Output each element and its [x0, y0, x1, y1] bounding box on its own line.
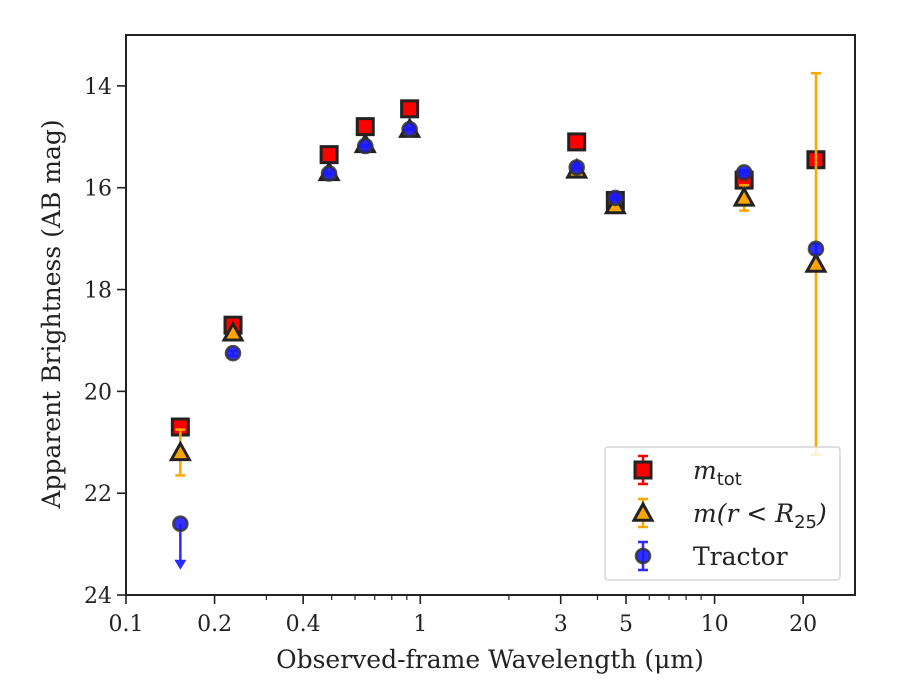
series-triangle	[168, 71, 828, 477]
legend-entry: mtot	[633, 454, 742, 490]
y-axis-title: Apparent Brightness (AB mag)	[37, 119, 66, 509]
data-point	[568, 159, 586, 176]
data-point	[732, 185, 756, 207]
y-tick-label: 18	[84, 279, 112, 304]
series-square	[170, 99, 826, 437]
plot-area	[168, 71, 828, 570]
x-tick-label: 1	[413, 612, 427, 637]
y-tick-label: 24	[84, 584, 112, 609]
series-circle	[172, 120, 825, 570]
legend-label: Tractor	[693, 542, 788, 571]
data-point	[320, 165, 338, 182]
data-point	[356, 137, 374, 155]
legend-entry: Tractor	[634, 540, 788, 572]
data-point	[804, 252, 828, 273]
x-tick-label: 10	[701, 612, 729, 637]
x-tick-label: 3	[554, 612, 568, 637]
data-point	[319, 145, 339, 165]
x-tick-label: 0.4	[286, 612, 321, 637]
data-point	[224, 344, 242, 362]
legend: mtot m(r < R25) Tractor	[604, 446, 841, 581]
x-tick-label: 20	[789, 612, 817, 637]
data-point	[401, 120, 418, 138]
plot-frame	[125, 34, 856, 596]
upper-limit-arrow-head	[174, 559, 187, 570]
axes: 0.1 0.2 0.4 1 3 5 10 20 14 16 18 20 22 24	[84, 34, 856, 637]
data-point	[807, 240, 825, 258]
x-axis-title: Observed-frame Wavelength (μm)	[276, 645, 704, 674]
data-point	[168, 440, 192, 462]
data-point	[607, 189, 624, 207]
x-tick-label: 5	[619, 612, 633, 637]
data-point	[567, 132, 587, 152]
data-point	[355, 117, 375, 137]
data-point	[735, 164, 753, 181]
legend-box	[604, 446, 841, 581]
y-tick-label: 14	[84, 75, 112, 100]
x-tick-label: 0.1	[109, 612, 144, 637]
legend-marker	[634, 547, 652, 565]
legend-label: mtot	[693, 456, 742, 490]
legend-marker	[633, 460, 653, 480]
legend-label: m(r < R25)	[693, 499, 827, 533]
x-tick-label: 0.2	[197, 612, 232, 637]
y-tick-label: 22	[84, 482, 112, 507]
data-point	[400, 99, 420, 119]
data-point	[172, 515, 189, 533]
y-tick-label: 20	[84, 380, 112, 405]
legend-entry: m(r < R25)	[631, 497, 827, 533]
y-tick-label: 16	[84, 177, 112, 202]
data-point	[221, 320, 245, 342]
legend-marker	[631, 500, 655, 522]
